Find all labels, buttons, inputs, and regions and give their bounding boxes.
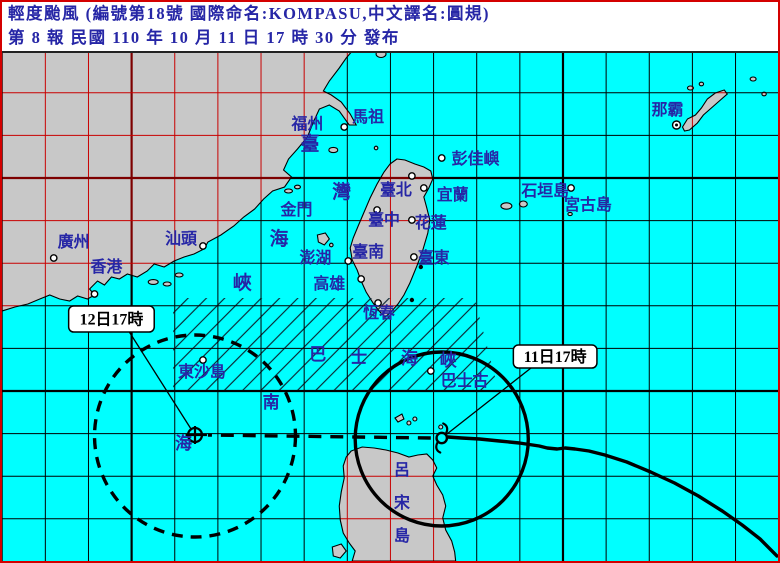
place-label: 東沙島 <box>178 362 226 381</box>
city-marker-ring <box>408 172 416 180</box>
city-marker-ring <box>373 206 381 214</box>
luzon-west-islet <box>331 543 347 559</box>
sea-label: 臺 <box>300 132 319 155</box>
city-marker-ring <box>90 290 99 298</box>
time-label-box <box>67 305 155 333</box>
land-masses <box>2 51 767 561</box>
time-label-text: 11日17時 <box>524 347 587 366</box>
sea-label: 宋 <box>393 493 410 512</box>
sea-label: 灣 <box>331 180 351 203</box>
place-label: 臺東 <box>418 248 450 267</box>
sea-label: 士 <box>350 347 367 367</box>
city-marker-ring <box>409 253 418 261</box>
pearl-delta-islet <box>147 279 159 285</box>
iriomote-island <box>500 202 513 210</box>
sea-label: 巴 <box>309 345 326 364</box>
china-coast <box>2 51 358 312</box>
sea-label: 峽 <box>440 350 458 370</box>
place-label: 澎湖 <box>299 248 331 267</box>
place-label: 石垣島 <box>520 181 569 200</box>
current-label-leader-line <box>445 366 533 436</box>
sea-label: 呂 <box>394 461 410 479</box>
time-annotation-boxes: 12日17時 11日17時 <box>67 305 598 369</box>
kinmen-islet <box>283 188 294 194</box>
ishigaki-island <box>518 200 528 208</box>
sea-label: 島 <box>394 526 410 545</box>
place-label: 金門 <box>280 200 313 219</box>
islet <box>438 424 444 430</box>
report-issue-line: 第 8 報 民國 110 年 10 月 11 日 17 時 30 分 發布 <box>8 28 400 47</box>
place-label: 巴士古 <box>441 371 489 390</box>
current-wind-circle <box>353 350 530 528</box>
sea-label: 海 <box>270 227 289 250</box>
forecast-label-leader-line <box>128 331 192 430</box>
city-marker-ring <box>340 123 349 131</box>
sea-label: 南 <box>263 392 280 412</box>
place-label: 香港 <box>90 257 124 276</box>
sea-label: 峽 <box>233 271 253 294</box>
time-label-text: 12日17時 <box>80 309 144 328</box>
typhoon-title: 輕度颱風 (編號第18號 國際命名:KOMPASU,中文譯名:圓規) <box>8 4 490 23</box>
past-track-line <box>446 435 778 558</box>
place-label: 福州 <box>291 114 324 133</box>
place-label: 臺中 <box>368 210 400 229</box>
city-marker-ring <box>426 367 435 375</box>
place-label: 臺南 <box>352 242 384 261</box>
place-label: 宮古島 <box>564 195 612 214</box>
city-marker-ring <box>199 242 207 250</box>
place-label: 花蓮 <box>415 213 447 232</box>
islet <box>698 81 705 87</box>
batan-islet <box>394 413 405 423</box>
place-label: 宜蘭 <box>437 185 469 204</box>
sea-label: 海 <box>401 348 418 368</box>
city-marker-ring <box>419 184 428 192</box>
sea-label: 海 <box>175 433 192 453</box>
green-island <box>418 264 424 270</box>
place-label: 高雄 <box>313 274 345 293</box>
sea-warning-area-hatch <box>173 298 499 390</box>
typhoon-track-map: 臺灣海峽巴士海峽南海呂宋島 福州 馬祖彭佳嶼臺北 宜蘭金門臺中 花蓮澎湖 臺南 臺東高雄恆… <box>2 51 778 561</box>
islet <box>373 145 379 151</box>
city-marker-ring <box>199 356 207 364</box>
city-marker-ring <box>437 154 446 162</box>
city-marker-dot <box>675 123 679 127</box>
place-label: 廣州 <box>58 232 90 251</box>
typhoon-current-symbol <box>435 422 449 454</box>
luzon-island <box>338 446 457 561</box>
time-label-box <box>512 344 598 369</box>
city-marker-ring <box>567 184 575 192</box>
islet <box>567 211 573 217</box>
forecast-position-symbol <box>185 426 207 444</box>
city-marker-ring <box>49 254 58 262</box>
city-marker-ring <box>357 275 366 283</box>
pearl-delta-islet <box>174 272 184 278</box>
place-label: 那霸 <box>652 100 684 119</box>
islet <box>328 242 334 248</box>
islet <box>406 420 412 426</box>
place-label: 彭佳嶼 <box>452 149 500 168</box>
forecast-track-dashed-line <box>207 433 431 440</box>
kinmen-islet <box>293 184 302 190</box>
islet <box>749 76 757 82</box>
islet <box>412 416 418 422</box>
matsu-islet <box>328 146 339 154</box>
penghu-islands <box>316 232 330 246</box>
city-marker-ring <box>344 257 353 265</box>
place-label: 汕頭 <box>165 230 198 248</box>
place-label: 恆春 <box>362 303 396 322</box>
pearl-delta-islet <box>162 281 172 287</box>
city-marker-ring <box>408 216 416 224</box>
sea-labels: 臺灣海峽巴士海峽南海呂宋島 <box>175 132 458 545</box>
place-label: 馬祖 <box>352 107 384 126</box>
map-header: 輕度颱風 (編號第18號 國際命名:KOMPASU,中文譯名:圓規) 第 8 報… <box>2 2 778 51</box>
place-label: 臺北 <box>380 180 412 199</box>
city-marker-ring <box>374 299 382 307</box>
